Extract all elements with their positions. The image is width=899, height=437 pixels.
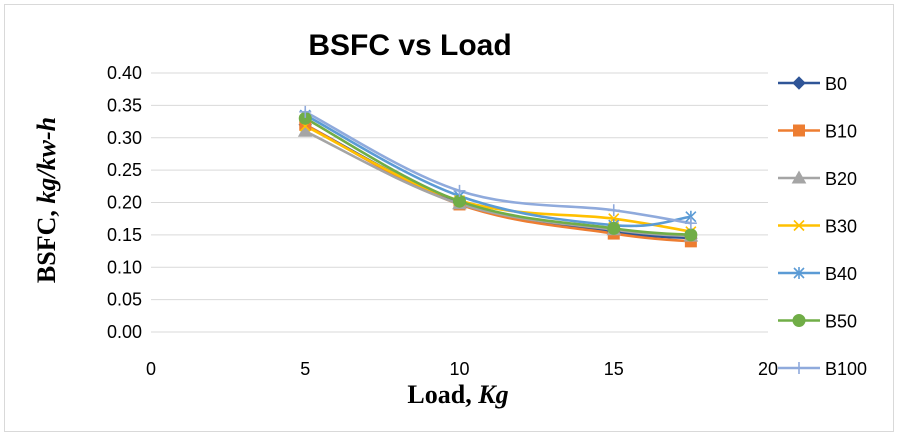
legend-label-b30: B30 xyxy=(825,217,857,237)
legend-label-b10: B10 xyxy=(825,122,857,142)
x-axis-label: Load, Kg xyxy=(407,380,508,409)
y-tick-label: 0.05 xyxy=(107,290,142,310)
legend-marker-b50 xyxy=(792,314,806,327)
legend-label-b0: B0 xyxy=(825,74,847,94)
y-axis-label: BSFC, kg/kw-h xyxy=(32,117,61,283)
x-tick-label: 10 xyxy=(449,359,469,379)
legend-label-b20: B20 xyxy=(825,169,857,189)
legend-marker-b30 xyxy=(793,219,805,232)
legend: B0 B10 B20 B30 B40 B50 B100 xyxy=(778,74,867,379)
y-tick-label: 0.30 xyxy=(107,128,142,148)
legend-item-b10: B10 xyxy=(778,122,857,142)
y-tick-label: 0.25 xyxy=(107,160,142,180)
legend-label-b40: B40 xyxy=(825,264,857,284)
x-tick-label: 20 xyxy=(758,359,778,379)
chart-title: BSFC vs Load xyxy=(308,29,511,62)
series-line-b40 xyxy=(304,113,692,228)
legend-item-b40: B40 xyxy=(778,264,857,284)
x-axis-label-main: Load, xyxy=(407,380,478,409)
y-axis-label-main: BSFC, xyxy=(32,204,61,283)
y-tick-label: 0.00 xyxy=(107,322,142,342)
legend-item-b0: B0 xyxy=(778,74,847,94)
x-axis-label-unit: Kg xyxy=(477,380,508,409)
y-tick-label: 0.40 xyxy=(107,63,142,83)
chart-frame xyxy=(4,4,894,432)
series-line-b100 xyxy=(304,110,692,225)
legend-label-b100: B100 xyxy=(825,359,867,379)
y-tick-label: 0.15 xyxy=(107,225,142,245)
y-tick-label: 0.35 xyxy=(107,95,142,115)
x-axis-ticks: 0 5 10 15 20 xyxy=(146,359,778,379)
series-markers xyxy=(297,105,699,248)
x-tick-label: 5 xyxy=(300,359,310,379)
legend-marker-b20 xyxy=(791,170,807,184)
legend-item-b50: B50 xyxy=(778,312,857,332)
data-point-b100 xyxy=(607,204,620,217)
legend-item-b20: B20 xyxy=(778,169,857,189)
data-point-b50 xyxy=(607,221,621,235)
y-axis-ticks: 0.00 0.05 0.10 0.15 0.20 0.25 0.30 0.35 0.40 xyxy=(107,63,142,342)
data-point-b100 xyxy=(299,105,312,118)
data-point-b100 xyxy=(453,184,466,197)
legend-label-b50: B50 xyxy=(825,312,857,332)
legend-marker-b0 xyxy=(792,76,806,90)
x-tick-label: 15 xyxy=(604,359,624,379)
legend-marker-b40 xyxy=(793,267,805,279)
data-point-b100 xyxy=(684,217,697,230)
series-line-b10 xyxy=(304,123,692,243)
x-tick-label: 0 xyxy=(146,359,156,379)
data-point-b50 xyxy=(684,228,698,242)
series-lines xyxy=(304,110,692,243)
data-point-b20 xyxy=(297,123,313,137)
y-tick-label: 0.10 xyxy=(107,257,142,277)
data-point-b50 xyxy=(453,194,466,208)
y-tick-label: 0.20 xyxy=(107,193,142,213)
legend-marker-b100 xyxy=(793,362,805,374)
legend-item-b100: B100 xyxy=(778,359,867,379)
y-axis-label-unit: kg/kw-h xyxy=(32,117,61,204)
legend-marker-b10 xyxy=(793,124,805,137)
legend-item-b30: B30 xyxy=(778,217,857,237)
series-line-b50 xyxy=(304,117,691,237)
grid-lines xyxy=(151,72,768,333)
